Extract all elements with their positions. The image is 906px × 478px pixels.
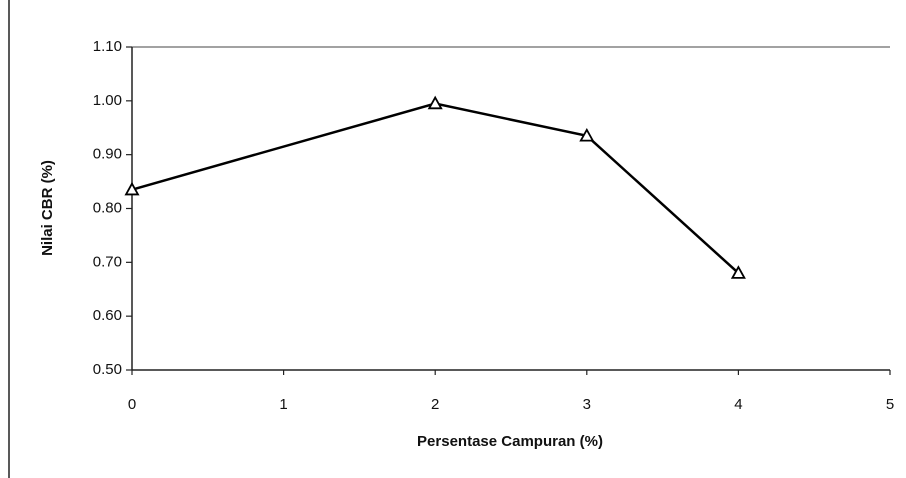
data-point	[124, 181, 140, 196]
y-axis-label: Nilai CBR (%)	[39, 160, 56, 256]
data-point	[579, 127, 595, 142]
y-tick-label: 0.70	[93, 253, 122, 270]
y-tick-label: 1.00	[93, 92, 122, 109]
x-tick-label: 0	[128, 396, 136, 413]
data-line	[131, 102, 740, 275]
x-tick-label: 5	[886, 396, 894, 413]
y-tick-label: 0.80	[93, 199, 122, 216]
y-tick-label: 0.50	[93, 361, 122, 378]
x-axis-label: Persentase Campuran (%)	[417, 433, 603, 450]
data-point	[730, 265, 746, 279]
x-tick-label: 1	[279, 396, 287, 413]
data-point	[427, 95, 443, 110]
x-tick-label: 4	[734, 396, 742, 413]
x-tick-label: 2	[431, 396, 439, 413]
x-tick-label: 3	[583, 396, 591, 413]
y-tick-label: 0.60	[93, 307, 122, 324]
y-tick-label: 0.90	[93, 146, 122, 163]
y-tick-label: 1.10	[93, 38, 122, 55]
